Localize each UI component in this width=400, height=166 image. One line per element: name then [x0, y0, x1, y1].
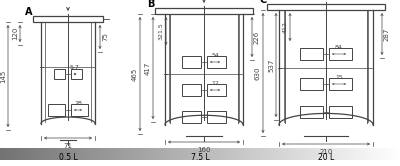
Text: 84: 84: [335, 45, 343, 50]
Text: 287: 287: [384, 27, 390, 41]
Bar: [300, 78, 323, 90]
Text: A: A: [25, 7, 32, 17]
Text: 417: 417: [145, 61, 151, 75]
Text: 7.5 L: 7.5 L: [191, 153, 209, 162]
Text: 160: 160: [197, 147, 211, 153]
Text: 537: 537: [268, 58, 274, 72]
Text: 15: 15: [335, 75, 343, 80]
Text: 465: 465: [132, 67, 138, 81]
Bar: [71, 104, 88, 116]
Text: 5.7: 5.7: [70, 65, 80, 70]
Bar: [207, 56, 226, 68]
Text: 120: 120: [12, 27, 18, 40]
Bar: [329, 48, 352, 60]
Bar: [33, 16, 103, 22]
Bar: [300, 48, 323, 60]
Bar: [182, 56, 201, 68]
Bar: [207, 84, 226, 96]
Text: 210: 210: [319, 149, 333, 155]
Text: 20 L: 20 L: [318, 153, 334, 162]
Text: B: B: [147, 0, 154, 9]
Bar: [182, 111, 201, 123]
Text: 12: 12: [211, 81, 219, 86]
Text: 226: 226: [254, 30, 260, 44]
Bar: [329, 106, 352, 118]
Text: 54: 54: [211, 53, 219, 58]
Bar: [207, 111, 226, 123]
Bar: [155, 8, 253, 14]
Text: 412: 412: [283, 21, 288, 33]
Text: 630: 630: [255, 66, 261, 80]
Bar: [329, 78, 352, 90]
Bar: [267, 4, 385, 10]
Text: 0.5 L: 0.5 L: [59, 153, 77, 162]
Text: 75: 75: [102, 33, 108, 42]
Text: C: C: [259, 0, 266, 5]
Bar: [300, 106, 323, 118]
Text: 28: 28: [74, 101, 82, 106]
Bar: [54, 69, 65, 79]
Bar: [48, 104, 65, 116]
Bar: [182, 84, 201, 96]
Bar: [71, 69, 82, 79]
Text: 321.5: 321.5: [159, 22, 164, 40]
Text: 71: 71: [64, 143, 72, 149]
Text: 145: 145: [0, 69, 6, 83]
